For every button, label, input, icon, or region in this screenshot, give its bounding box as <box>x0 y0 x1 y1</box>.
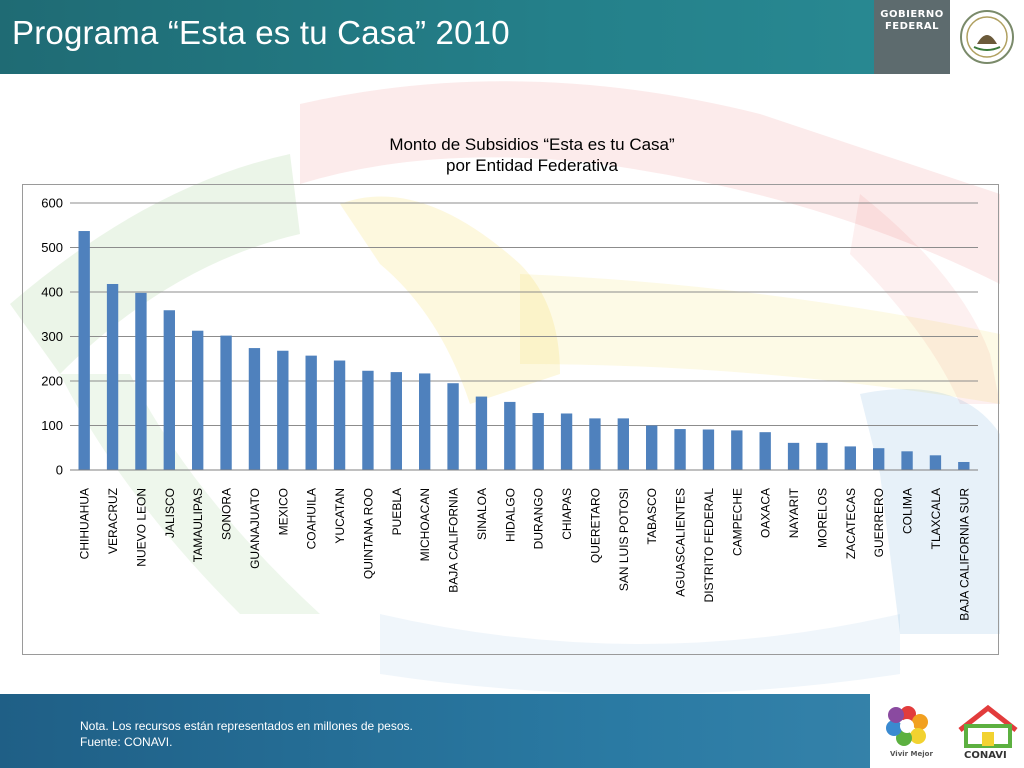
gobierno-logo-line1: GOBIERNO <box>880 9 944 20</box>
bar <box>447 383 459 470</box>
bar <box>929 455 942 470</box>
y-tick-label: 200 <box>41 374 63 389</box>
x-tick-label: PUEBLA <box>390 488 404 535</box>
bar <box>873 448 885 470</box>
x-tick-label: SAN LUIS POTOSI <box>617 488 631 591</box>
vivir-mejor-flower-icon <box>886 706 928 746</box>
x-tick-label: NAYARIT <box>787 487 801 538</box>
x-tick-label: NUEVO LEON <box>134 488 148 567</box>
x-tick-label: TLAXCALA <box>929 488 943 549</box>
bar-chart: 0 100 200 300 400 500 600 CHIHUAHUA VERACRUZ NUE… <box>22 184 999 655</box>
bar <box>419 373 431 470</box>
bar <box>759 432 771 470</box>
footer-bar: Nota. Los recursos están representados e… <box>0 694 1024 768</box>
chart-title-line1: Monto de Subsidios “Esta es tu Casa” <box>389 135 675 154</box>
vivir-mejor-logo-text: Vivir Mejor <box>890 750 933 758</box>
bar <box>390 372 402 470</box>
y-tick-label: 600 <box>41 196 63 211</box>
bar <box>135 292 147 470</box>
y-tick-label: 300 <box>41 329 63 344</box>
bar <box>787 442 800 470</box>
x-tick-label: TABASCO <box>645 488 659 544</box>
chart-frame <box>22 184 999 655</box>
y-tick-label: 0 <box>56 463 63 478</box>
bar <box>731 430 743 470</box>
y-tick-label: 500 <box>41 240 63 255</box>
bar <box>106 283 119 470</box>
bar <box>589 418 601 470</box>
x-tick-label: GUERRERO <box>872 488 886 557</box>
x-tick-label: COAHUILA <box>305 488 319 549</box>
bars <box>78 231 970 470</box>
chart-subtitle: por Entidad Federativa <box>446 156 618 175</box>
x-tick-label: ZACATECAS <box>844 488 858 559</box>
national-seal-icon <box>960 10 1014 64</box>
bar <box>163 310 175 470</box>
bar <box>305 355 317 470</box>
x-tick-label: MORELOS <box>815 488 829 548</box>
x-axis-labels: CHIHUAHUA VERACRUZ NUEVO LEON JALISCO TAMAUL… <box>78 487 972 620</box>
x-tick-label: HIDALGO <box>503 488 517 542</box>
bar <box>674 429 686 470</box>
gobierno-federal-logo: GOBIERNO FEDERAL <box>874 0 950 74</box>
x-tick-label: TAMAULIPAS <box>191 488 205 562</box>
bar <box>248 348 261 470</box>
x-tick-label: BAJA CALIFORNIA <box>447 488 461 593</box>
x-tick-label: SONORA <box>220 488 234 540</box>
bar <box>192 330 204 470</box>
conavi-house-icon <box>958 704 1018 748</box>
x-tick-label: CHIAPAS <box>560 488 574 540</box>
footer-note: Nota. Los recursos están representados e… <box>80 719 413 733</box>
x-tick-label: YUCATAN <box>333 488 347 544</box>
bar <box>560 413 573 470</box>
chart-title: Monto de Subsidios “Esta es tu Casa” por… <box>300 134 764 176</box>
footer-logos-graphic <box>886 704 1018 748</box>
bar <box>958 461 970 470</box>
bar <box>702 429 715 470</box>
bar <box>816 442 828 470</box>
bar <box>901 451 913 470</box>
bar <box>333 360 346 470</box>
x-tick-label: MICHOACAN <box>418 488 432 561</box>
bar <box>844 446 856 470</box>
national-seal <box>950 0 1024 74</box>
y-tick-label: 400 <box>41 285 63 300</box>
bar <box>475 396 488 470</box>
header-bar: Programa “Esta es tu Casa” 2010 GOBIERNO… <box>0 0 1024 74</box>
conavi-logo-text: CONAVI <box>964 750 1007 761</box>
slide-title: Programa “Esta es tu Casa” 2010 <box>12 14 510 51</box>
x-tick-label: MEXICO <box>276 488 290 535</box>
x-tick-label: BAJA CALIFORNIA SUR <box>957 488 971 621</box>
x-tick-label: QUINTANA ROO <box>361 488 375 579</box>
bar <box>362 370 374 470</box>
x-tick-label: VERACRUZ <box>106 488 120 554</box>
gobierno-logo-line2: FEDERAL <box>884 21 940 32</box>
bar <box>78 231 90 470</box>
x-tick-label: QUERETARO <box>588 488 602 563</box>
x-tick-label: DURANGO <box>532 488 546 549</box>
x-tick-label: GUANAJUATO <box>248 488 262 569</box>
bar <box>220 335 232 470</box>
x-tick-label: SINALOA <box>475 488 489 540</box>
x-tick-label: CHIHUAHUA <box>78 488 92 559</box>
x-tick-label: COLIMA <box>901 488 915 534</box>
footer-text: Nota. Los recursos están representados e… <box>80 718 413 750</box>
x-tick-label: AGUASCALIENTES <box>674 488 688 597</box>
bar <box>277 350 289 470</box>
footer-source: Fuente: CONAVI. <box>80 735 173 749</box>
footer-logos: Vivir Mejor CONAVI <box>870 694 1024 768</box>
bar <box>532 413 544 470</box>
x-tick-label: JALISCO <box>163 488 177 538</box>
y-axis-ticks: 0 100 200 300 400 500 600 <box>41 196 63 478</box>
bar <box>617 418 629 470</box>
x-tick-label: DISTRITO FEDERAL <box>702 488 716 603</box>
bar <box>646 425 658 470</box>
x-tick-label: CAMPECHE <box>730 488 744 556</box>
y-tick-label: 100 <box>41 418 63 433</box>
bar <box>504 401 516 470</box>
gridlines <box>70 202 978 426</box>
x-tick-label: OAXACA <box>759 488 773 538</box>
